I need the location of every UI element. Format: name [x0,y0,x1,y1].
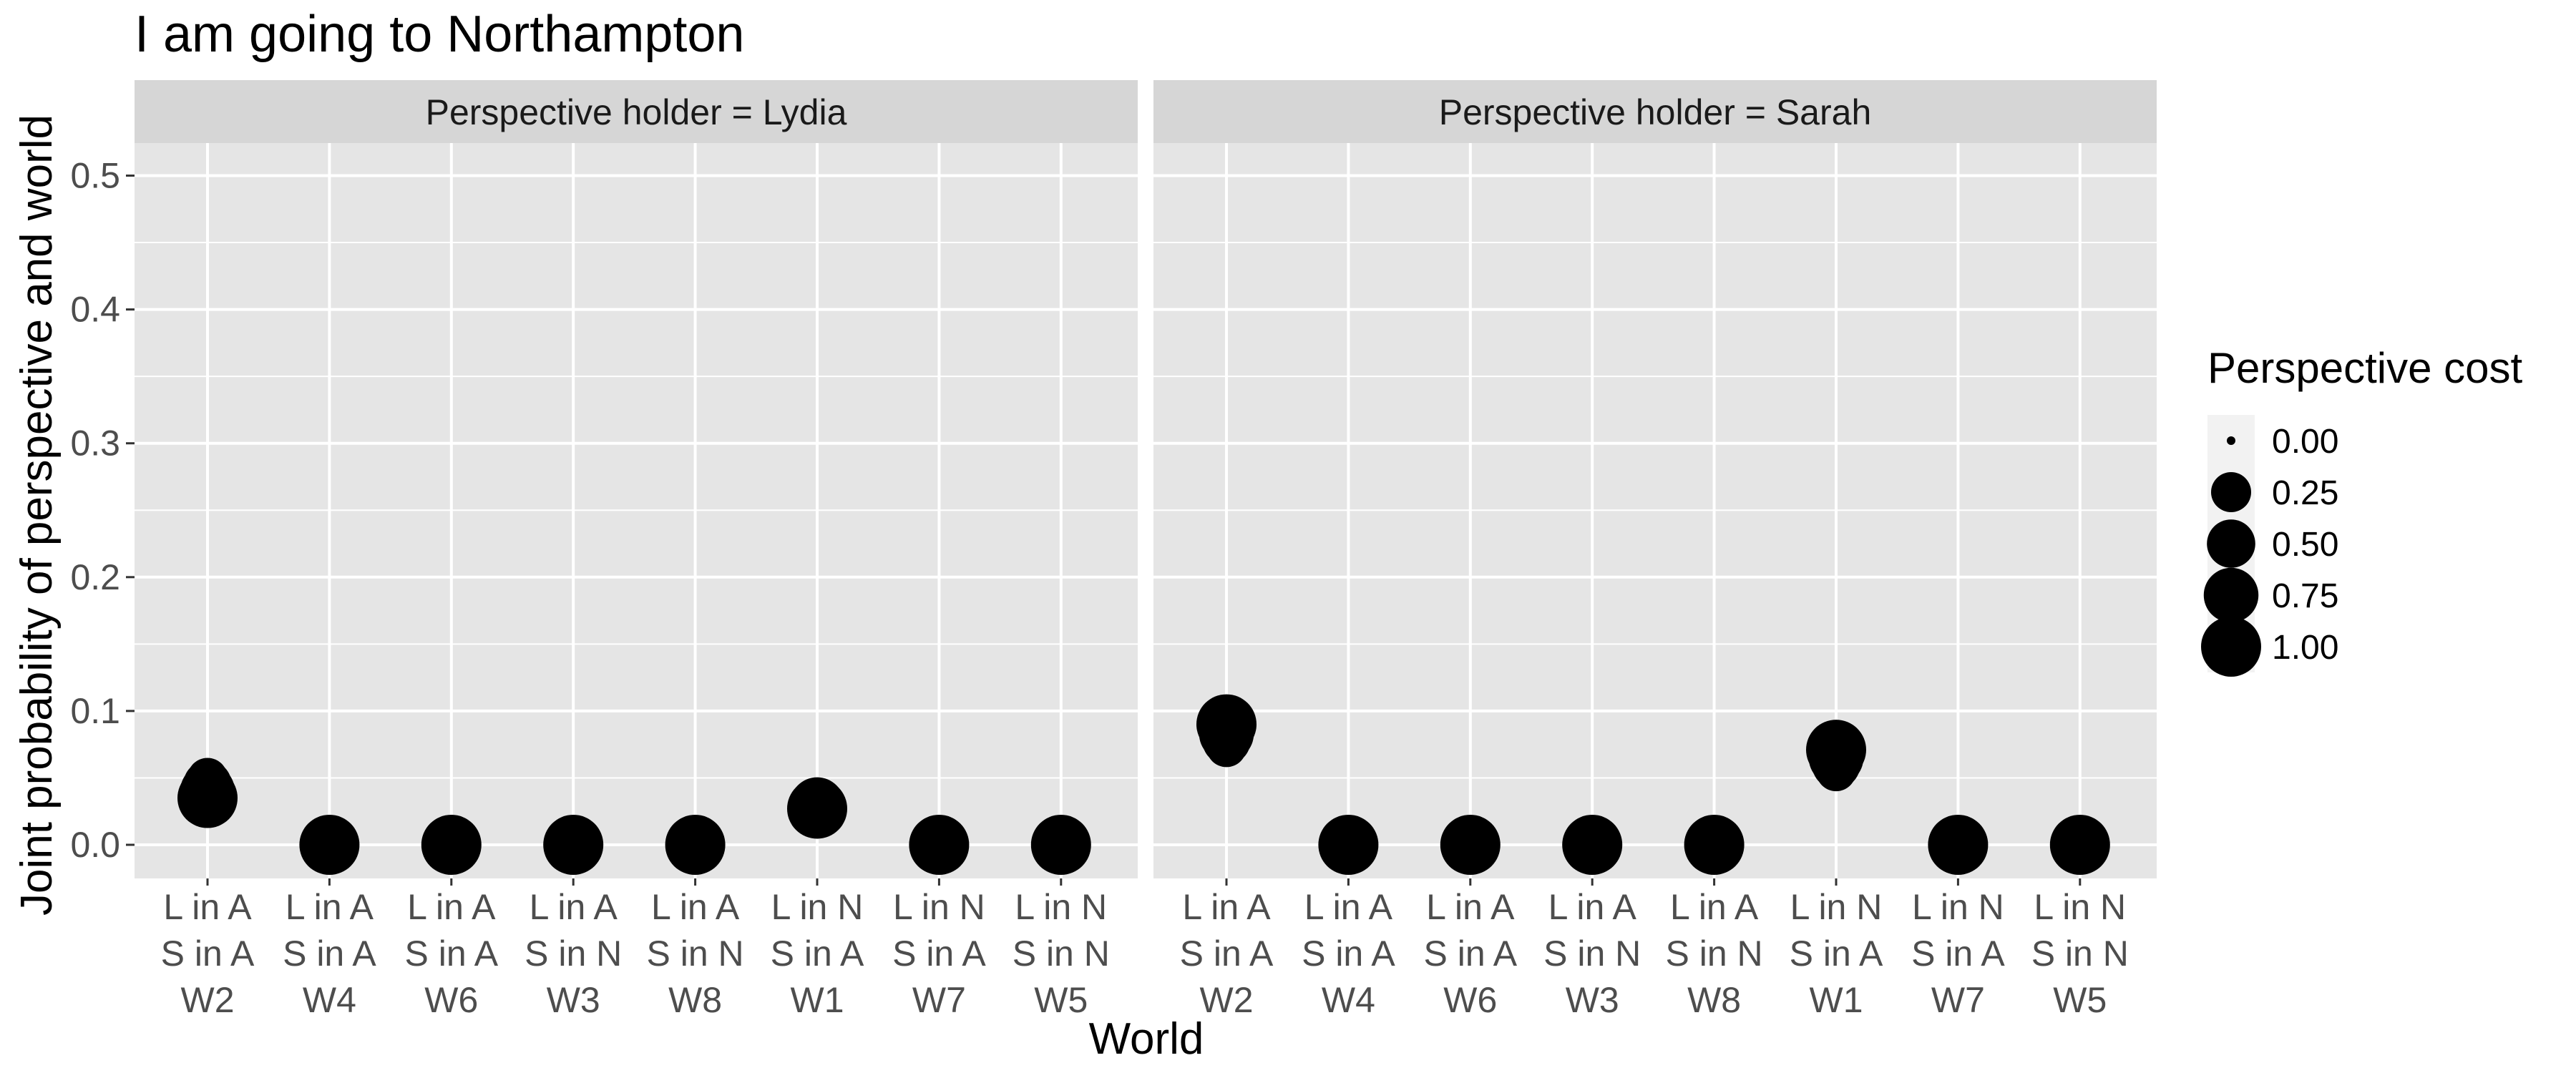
size-legend: Perspective cost 0.00 0.25 0.50 0.75 1.00 [2201,344,2523,677]
legend-key-point [2227,436,2235,445]
legend-key-label: 0.75 [2272,577,2338,615]
y-tick-label: 0.5 [70,156,120,196]
legend-key-point [2203,567,2259,623]
chart-title: I am going to Northampton [135,6,744,63]
data-point [177,768,238,828]
y-tick-label: 0.1 [70,691,120,731]
data-point [421,815,482,875]
y-tick-label: 0.4 [70,290,120,330]
legend-key-point [2207,519,2255,568]
data-point [299,815,360,875]
data-point [2049,815,2110,875]
legend-key-label: 0.00 [2272,423,2338,461]
data-point [1928,815,1989,875]
y-axis: 0.0 0.1 0.2 0.3 0.4 0.5 [70,156,135,865]
y-axis-title: Joint probability of perspective and wor… [12,114,62,916]
data-point [1684,815,1745,875]
facet-strip-label: Perspective holder = Sarah [1439,92,1872,132]
data-point [1196,694,1257,755]
legend-key-label: 1.00 [2272,629,2338,667]
x-axis-title: World [1089,1014,1204,1064]
data-point [1030,815,1091,875]
data-point [909,815,970,875]
legend-title: Perspective cost [2207,344,2523,392]
legend-key-label: 0.25 [2272,474,2338,512]
facet-strip [135,80,1138,143]
legend-key-label: 0.50 [2272,526,2338,564]
facet-strip-label: Perspective holder = Lydia [426,92,847,132]
facet-strip [1153,80,2157,143]
y-tick-label: 0.3 [70,423,120,464]
data-point [665,815,726,875]
y-tick-label: 0.0 [70,825,120,865]
legend-key-point [2201,617,2261,677]
data-point [787,778,847,839]
data-point [1562,815,1623,875]
data-point [1440,815,1501,875]
data-point [1318,815,1379,875]
legend-key-point [2211,472,2251,512]
data-point [1806,720,1866,780]
y-tick-label: 0.2 [70,557,120,597]
data-point [543,815,604,875]
